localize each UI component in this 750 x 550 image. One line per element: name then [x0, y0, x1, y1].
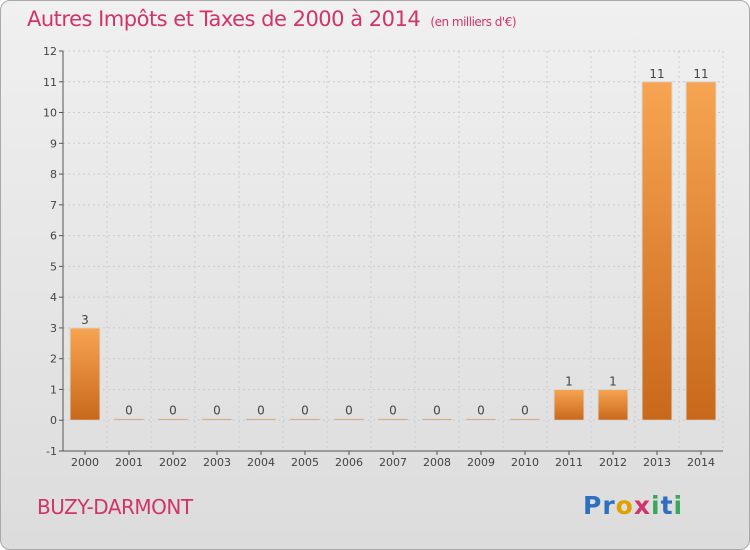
x-tick-label: 2012	[599, 456, 627, 469]
bar	[289, 418, 321, 421]
x-tick-label: 2002	[159, 456, 187, 469]
data-label: 0	[125, 404, 133, 418]
brand-letter: o	[615, 491, 634, 520]
x-tick-label: 2000	[71, 456, 99, 469]
x-tick-label: 2001	[115, 456, 143, 469]
brand-letter: r	[602, 491, 616, 520]
bars	[69, 81, 717, 421]
x-tick-label: 2008	[423, 456, 451, 469]
data-label: 0	[345, 404, 353, 418]
y-tick-label: 1	[50, 383, 57, 396]
data-label: 0	[301, 404, 309, 418]
y-tick-label: 6	[50, 230, 57, 243]
bar	[421, 418, 453, 421]
y-tick-label: 3	[50, 322, 57, 335]
bar	[69, 327, 101, 421]
y-tick-label: 0	[50, 414, 57, 427]
bar	[245, 418, 277, 421]
bar	[509, 418, 541, 421]
data-label: 3	[81, 313, 89, 327]
brand-letter: t	[660, 491, 674, 520]
chart-subtitle: (en milliers d'€)	[430, 15, 517, 29]
y-tick-label: 7	[50, 199, 57, 212]
x-tick-label: 2010	[511, 456, 539, 469]
y-tick-label: 4	[50, 291, 57, 304]
x-tick-label: 2011	[555, 456, 583, 469]
bar	[597, 388, 629, 421]
data-label: 0	[389, 404, 397, 418]
data-label: 11	[693, 67, 708, 81]
y-tick-label: 10	[43, 107, 57, 120]
data-label: 1	[609, 374, 617, 388]
chart-title: Autres Impôts et Taxes de 2000 à 2014 (e…	[27, 7, 517, 31]
y-tick-label: -1	[46, 445, 57, 458]
bar	[113, 418, 145, 421]
x-tick-label: 2009	[467, 456, 495, 469]
y-tick-label: 8	[50, 168, 57, 181]
bar	[157, 418, 189, 421]
brand-letter: x	[633, 491, 651, 520]
x-tick-label: 2006	[335, 456, 363, 469]
bar	[685, 81, 717, 421]
bar	[333, 418, 365, 421]
data-label: 0	[477, 404, 485, 418]
data-label: 0	[169, 404, 177, 418]
bar	[377, 418, 409, 421]
y-tick-label: 5	[50, 260, 57, 273]
brand-letter: i	[651, 491, 661, 520]
bar	[641, 81, 673, 421]
x-tick-label: 2013	[643, 456, 671, 469]
y-tick-label: 12	[43, 45, 57, 58]
x-tick-label: 2007	[379, 456, 407, 469]
data-label: 0	[433, 404, 441, 418]
data-label: 0	[257, 404, 265, 418]
bar	[465, 418, 497, 421]
brand-letter: i	[673, 491, 684, 520]
data-label: 1	[565, 374, 573, 388]
y-tick-label: 9	[50, 137, 57, 150]
y-tick-label: 2	[50, 353, 57, 366]
x-tick-label: 2004	[247, 456, 275, 469]
brand-letter: P	[583, 491, 603, 520]
x-tick-label: 2003	[203, 456, 231, 469]
bar	[201, 418, 233, 421]
data-label: 0	[213, 404, 221, 418]
data-label: 0	[521, 404, 529, 418]
bar	[553, 388, 585, 421]
commune-name: BUZY-DARMONT	[37, 495, 193, 519]
chart-title-text: Autres Impôts et Taxes de 2000 à 2014	[27, 7, 421, 31]
data-labels: 30 0 0 0 0 0 0 0 0 01 111 11	[81, 67, 708, 418]
x-tick-label: 2005	[291, 456, 319, 469]
brand-logo: Proxiti	[583, 491, 683, 520]
y-tick-label: 11	[43, 76, 57, 89]
data-label: 11	[649, 67, 664, 81]
x-tick-label: 2014	[687, 456, 715, 469]
